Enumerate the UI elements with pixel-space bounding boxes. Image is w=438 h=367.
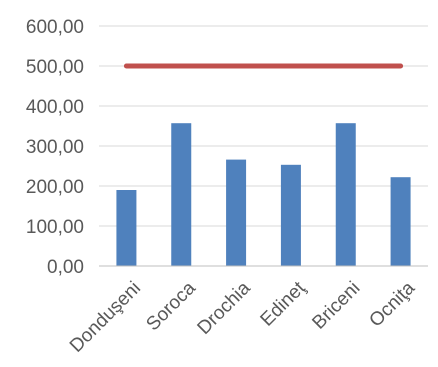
bar [280, 164, 301, 266]
y-axis-tick-labels: 0,00 100,00 200,00 300,00 400,00 500,00 600,00 [26, 17, 84, 278]
x-tick-label: Edineţ [257, 277, 310, 330]
y-tick-label: 400,00 [26, 97, 84, 118]
bar [226, 159, 247, 266]
y-tick-label: 300,00 [26, 137, 84, 158]
y-tick-label: 200,00 [26, 177, 84, 198]
x-tick-label: Donduşeni [66, 278, 145, 357]
x-tick-label: Briceni [308, 278, 364, 334]
y-tick-label: 500,00 [26, 57, 84, 78]
x-tick-label: Drochia [194, 277, 255, 338]
bar-series [116, 123, 411, 266]
bar [116, 190, 137, 266]
bar [390, 177, 411, 266]
bar [335, 123, 356, 266]
bar [171, 123, 192, 266]
x-tick-label: Ocniţa [365, 277, 419, 331]
y-tick-label: 100,00 [26, 217, 84, 238]
gridlines [99, 25, 428, 227]
y-tick-label: 0,00 [47, 257, 84, 278]
x-tick-label: Soroca [142, 277, 200, 335]
y-tick-label: 600,00 [26, 17, 84, 38]
